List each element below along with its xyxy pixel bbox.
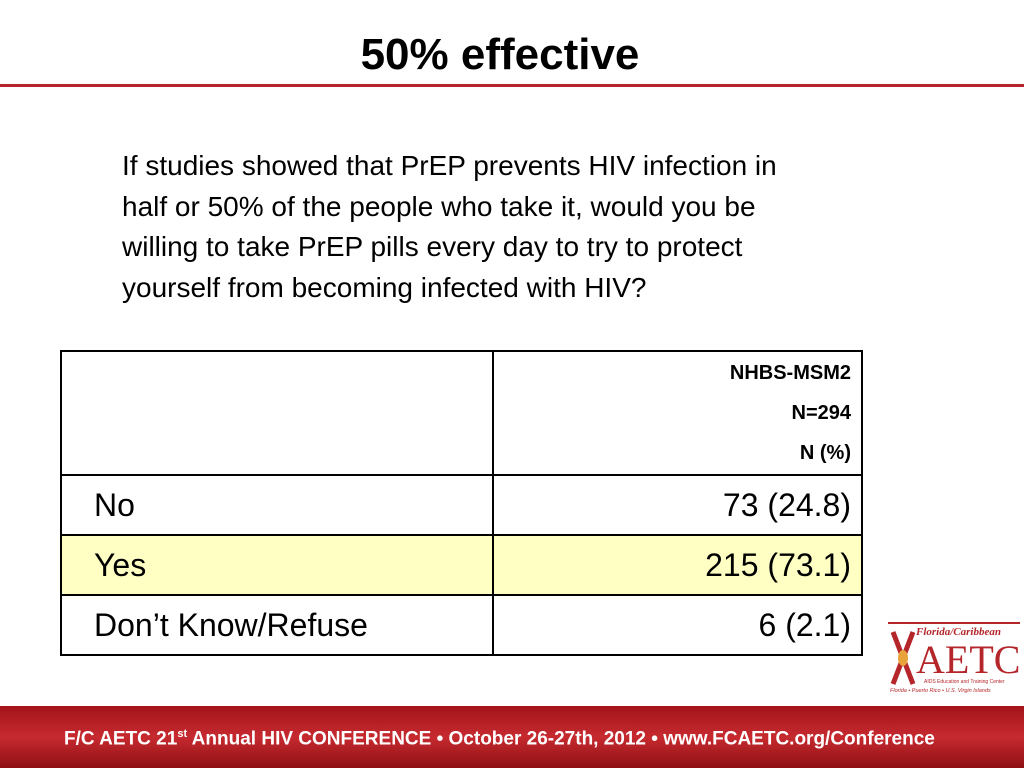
cell: Don’t Know/Refuse bbox=[60, 594, 494, 656]
cell: 73 (24.8) bbox=[492, 474, 863, 536]
cell: 215 (73.1) bbox=[492, 534, 863, 596]
question-line: If studies showed that PrEP prevents HIV… bbox=[122, 150, 777, 181]
header-line: NHBS-MSM2 bbox=[729, 362, 851, 384]
header-row: NHBS-MSM2 N=294 N (%) bbox=[60, 350, 863, 476]
footer-sup: st bbox=[177, 728, 188, 740]
table: NHBS-MSM2 N=294 N (%) No 73 (24.8) Yes 215… bbox=[60, 350, 863, 656]
cell: Yes bbox=[60, 534, 494, 596]
footer-text: F/C AETC 21st Annual HIV CONFERENCE • Oc… bbox=[64, 728, 935, 750]
header-line: N=294 bbox=[791, 402, 852, 424]
footer-part: Annual HIV CONFERENCE • October 26-27th,… bbox=[187, 728, 935, 750]
question-line: half or 50% of the people who take it, w… bbox=[122, 190, 756, 222]
cell: 6 (2.1) bbox=[492, 594, 863, 656]
logo-name: AETC bbox=[916, 637, 1021, 682]
row: Yes 215 (73.1) bbox=[60, 534, 863, 596]
cell: No bbox=[60, 474, 494, 536]
logo: Florida/Caribbean AETC AIDS Education an… bbox=[888, 622, 1020, 700]
title: 50% effective bbox=[360, 30, 640, 79]
row: Don’t Know/Refuse 6 (2.1) bbox=[60, 594, 863, 656]
title-rule bbox=[0, 84, 1024, 87]
logo-top: Florida/Caribbean bbox=[916, 626, 1001, 638]
logo-sub: AIDS Education and Training Center bbox=[924, 679, 1005, 685]
header-line: N (%) bbox=[799, 442, 851, 464]
logo-places: Florida • Puerto Rico • U.S. Virgin Isla… bbox=[890, 688, 991, 694]
header-cell: NHBS-MSM2 N=294 N (%) bbox=[492, 350, 863, 476]
question: If studies showed that PrEP prevents HIV… bbox=[122, 146, 777, 308]
footer: F/C AETC 21st Annual HIV CONFERENCE • Oc… bbox=[0, 706, 1024, 768]
logo-icon bbox=[890, 631, 916, 685]
question-line: yourself from becoming infected with HIV… bbox=[122, 271, 647, 303]
empty-cell bbox=[60, 350, 494, 476]
question-line: willing to take PrEP pills every day to … bbox=[122, 231, 743, 262]
footer-part: F/C AETC 21 bbox=[64, 728, 178, 750]
row: No 73 (24.8) bbox=[60, 474, 863, 536]
